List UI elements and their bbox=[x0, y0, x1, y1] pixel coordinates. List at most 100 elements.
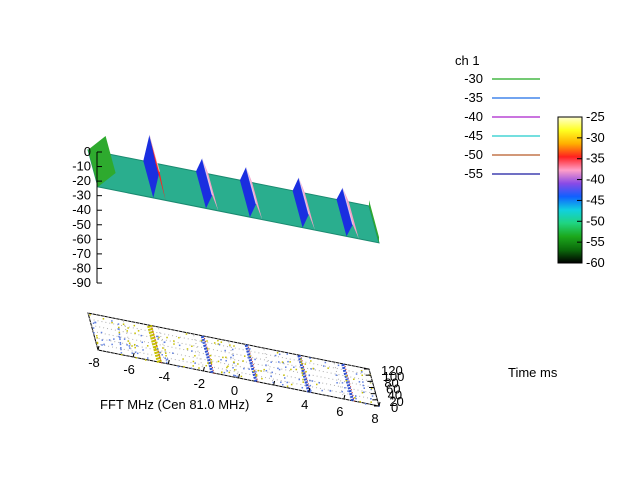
contour-dot bbox=[271, 371, 273, 374]
contour-dot bbox=[354, 396, 356, 399]
contour-dot bbox=[222, 356, 224, 359]
contour-dot bbox=[210, 361, 213, 364]
x-tick-mark bbox=[167, 359, 170, 365]
contour-dot bbox=[134, 351, 137, 354]
contour-dot bbox=[309, 357, 311, 359]
contour-dot bbox=[131, 352, 134, 355]
contour-dot bbox=[210, 359, 213, 361]
contour-dot bbox=[186, 348, 189, 350]
contour-dot bbox=[127, 340, 129, 342]
contour-dot bbox=[190, 367, 193, 369]
contour-dot bbox=[345, 379, 348, 382]
contour-dot bbox=[341, 390, 343, 393]
contour-dot bbox=[120, 352, 123, 354]
contour-dot bbox=[293, 366, 295, 368]
contour-dot bbox=[198, 367, 200, 369]
contour-dot bbox=[137, 330, 140, 332]
contour-stripe bbox=[297, 354, 311, 393]
y-tick-label: 20 bbox=[389, 394, 403, 409]
contour-dot bbox=[120, 348, 122, 351]
contour-dot bbox=[302, 381, 304, 383]
contour-dot bbox=[283, 374, 285, 376]
contour-dot bbox=[309, 388, 312, 391]
contour-dot bbox=[118, 326, 120, 329]
contour-dot bbox=[345, 375, 348, 377]
contour-dot bbox=[360, 369, 363, 372]
contour-dot bbox=[287, 360, 289, 363]
contour-dot bbox=[355, 395, 357, 397]
contour-dot bbox=[157, 335, 159, 338]
z-tick-label: -90 bbox=[72, 275, 91, 290]
colorbox-tick-label: -45 bbox=[586, 192, 605, 207]
contour-dot bbox=[141, 341, 144, 344]
contour-dot bbox=[111, 343, 113, 346]
x-axis: -8 -6 -4 -2 0 2 4 6 8 bbox=[88, 345, 381, 426]
contour-dot bbox=[144, 359, 147, 361]
contour-dot bbox=[309, 384, 312, 387]
z-axis: 0-10-20-30-40-50-60-70-80-90 bbox=[72, 144, 102, 290]
legend-title: ch 1 bbox=[455, 53, 480, 68]
contour-stripe-edge bbox=[300, 355, 312, 394]
contour-dot bbox=[305, 370, 307, 373]
contour-dot bbox=[225, 359, 227, 362]
contour-dot bbox=[236, 375, 238, 378]
contour-dot bbox=[192, 360, 195, 363]
contour-dot bbox=[164, 357, 166, 359]
contour-dot bbox=[359, 400, 361, 403]
contour-dot bbox=[363, 387, 365, 389]
contour-dot bbox=[361, 371, 363, 373]
grid-line bbox=[263, 347, 275, 386]
contour-dot bbox=[118, 333, 121, 335]
contour-dot bbox=[378, 405, 380, 407]
contour-dot bbox=[157, 338, 159, 340]
contour-dot bbox=[178, 336, 180, 339]
y-axis-label: Time ms bbox=[508, 365, 558, 380]
contour-dot bbox=[101, 344, 103, 346]
contour-dot bbox=[233, 374, 235, 377]
colorbox: -25 -30 -35 -40 -45 -50 -55 -60 bbox=[557, 109, 605, 270]
contour-dot bbox=[270, 361, 272, 363]
contour-dot bbox=[166, 358, 169, 360]
contour-dot bbox=[191, 345, 193, 348]
contour-dot bbox=[207, 362, 209, 364]
contour-dot bbox=[126, 330, 128, 332]
contour-dot bbox=[364, 403, 367, 405]
contour-stripe bbox=[244, 344, 258, 382]
contour-dot bbox=[286, 353, 289, 355]
contour-dot bbox=[113, 338, 115, 340]
z-tick-label: -50 bbox=[72, 217, 91, 232]
contour-dot bbox=[265, 364, 267, 366]
contour-dot bbox=[210, 362, 213, 364]
contour-dot bbox=[165, 354, 167, 357]
contour-stripe-edge bbox=[203, 336, 215, 374]
contour-dot bbox=[103, 343, 105, 346]
contour-dot bbox=[128, 347, 131, 349]
x-tick-mark bbox=[273, 380, 276, 386]
contour-dot bbox=[118, 335, 120, 338]
contour-dot bbox=[225, 356, 227, 359]
signal-peak-face bbox=[196, 158, 213, 209]
contour-dot bbox=[281, 383, 284, 386]
contour-dot bbox=[358, 381, 361, 383]
contour-dot bbox=[336, 382, 338, 384]
x-tick-mark bbox=[97, 345, 100, 351]
contour-dot bbox=[220, 341, 223, 343]
contour-dot bbox=[126, 344, 128, 346]
contour-dot bbox=[232, 366, 234, 369]
y-tick-label: 120 bbox=[381, 363, 403, 378]
signal-peaks bbox=[143, 134, 359, 239]
contour-dot bbox=[228, 371, 231, 374]
contour-dot bbox=[185, 333, 188, 335]
contour-dot bbox=[361, 391, 364, 394]
contour-dot bbox=[362, 381, 364, 383]
contour-dot bbox=[248, 368, 250, 370]
contour-dot bbox=[355, 397, 357, 400]
contour-dot bbox=[94, 321, 96, 324]
x-tick-mark bbox=[378, 401, 381, 407]
z-tick-label: -80 bbox=[72, 260, 91, 275]
surface-floor bbox=[87, 149, 380, 244]
contour-dot bbox=[234, 374, 237, 377]
contour-dot bbox=[255, 373, 258, 376]
contour-dot bbox=[173, 340, 175, 342]
